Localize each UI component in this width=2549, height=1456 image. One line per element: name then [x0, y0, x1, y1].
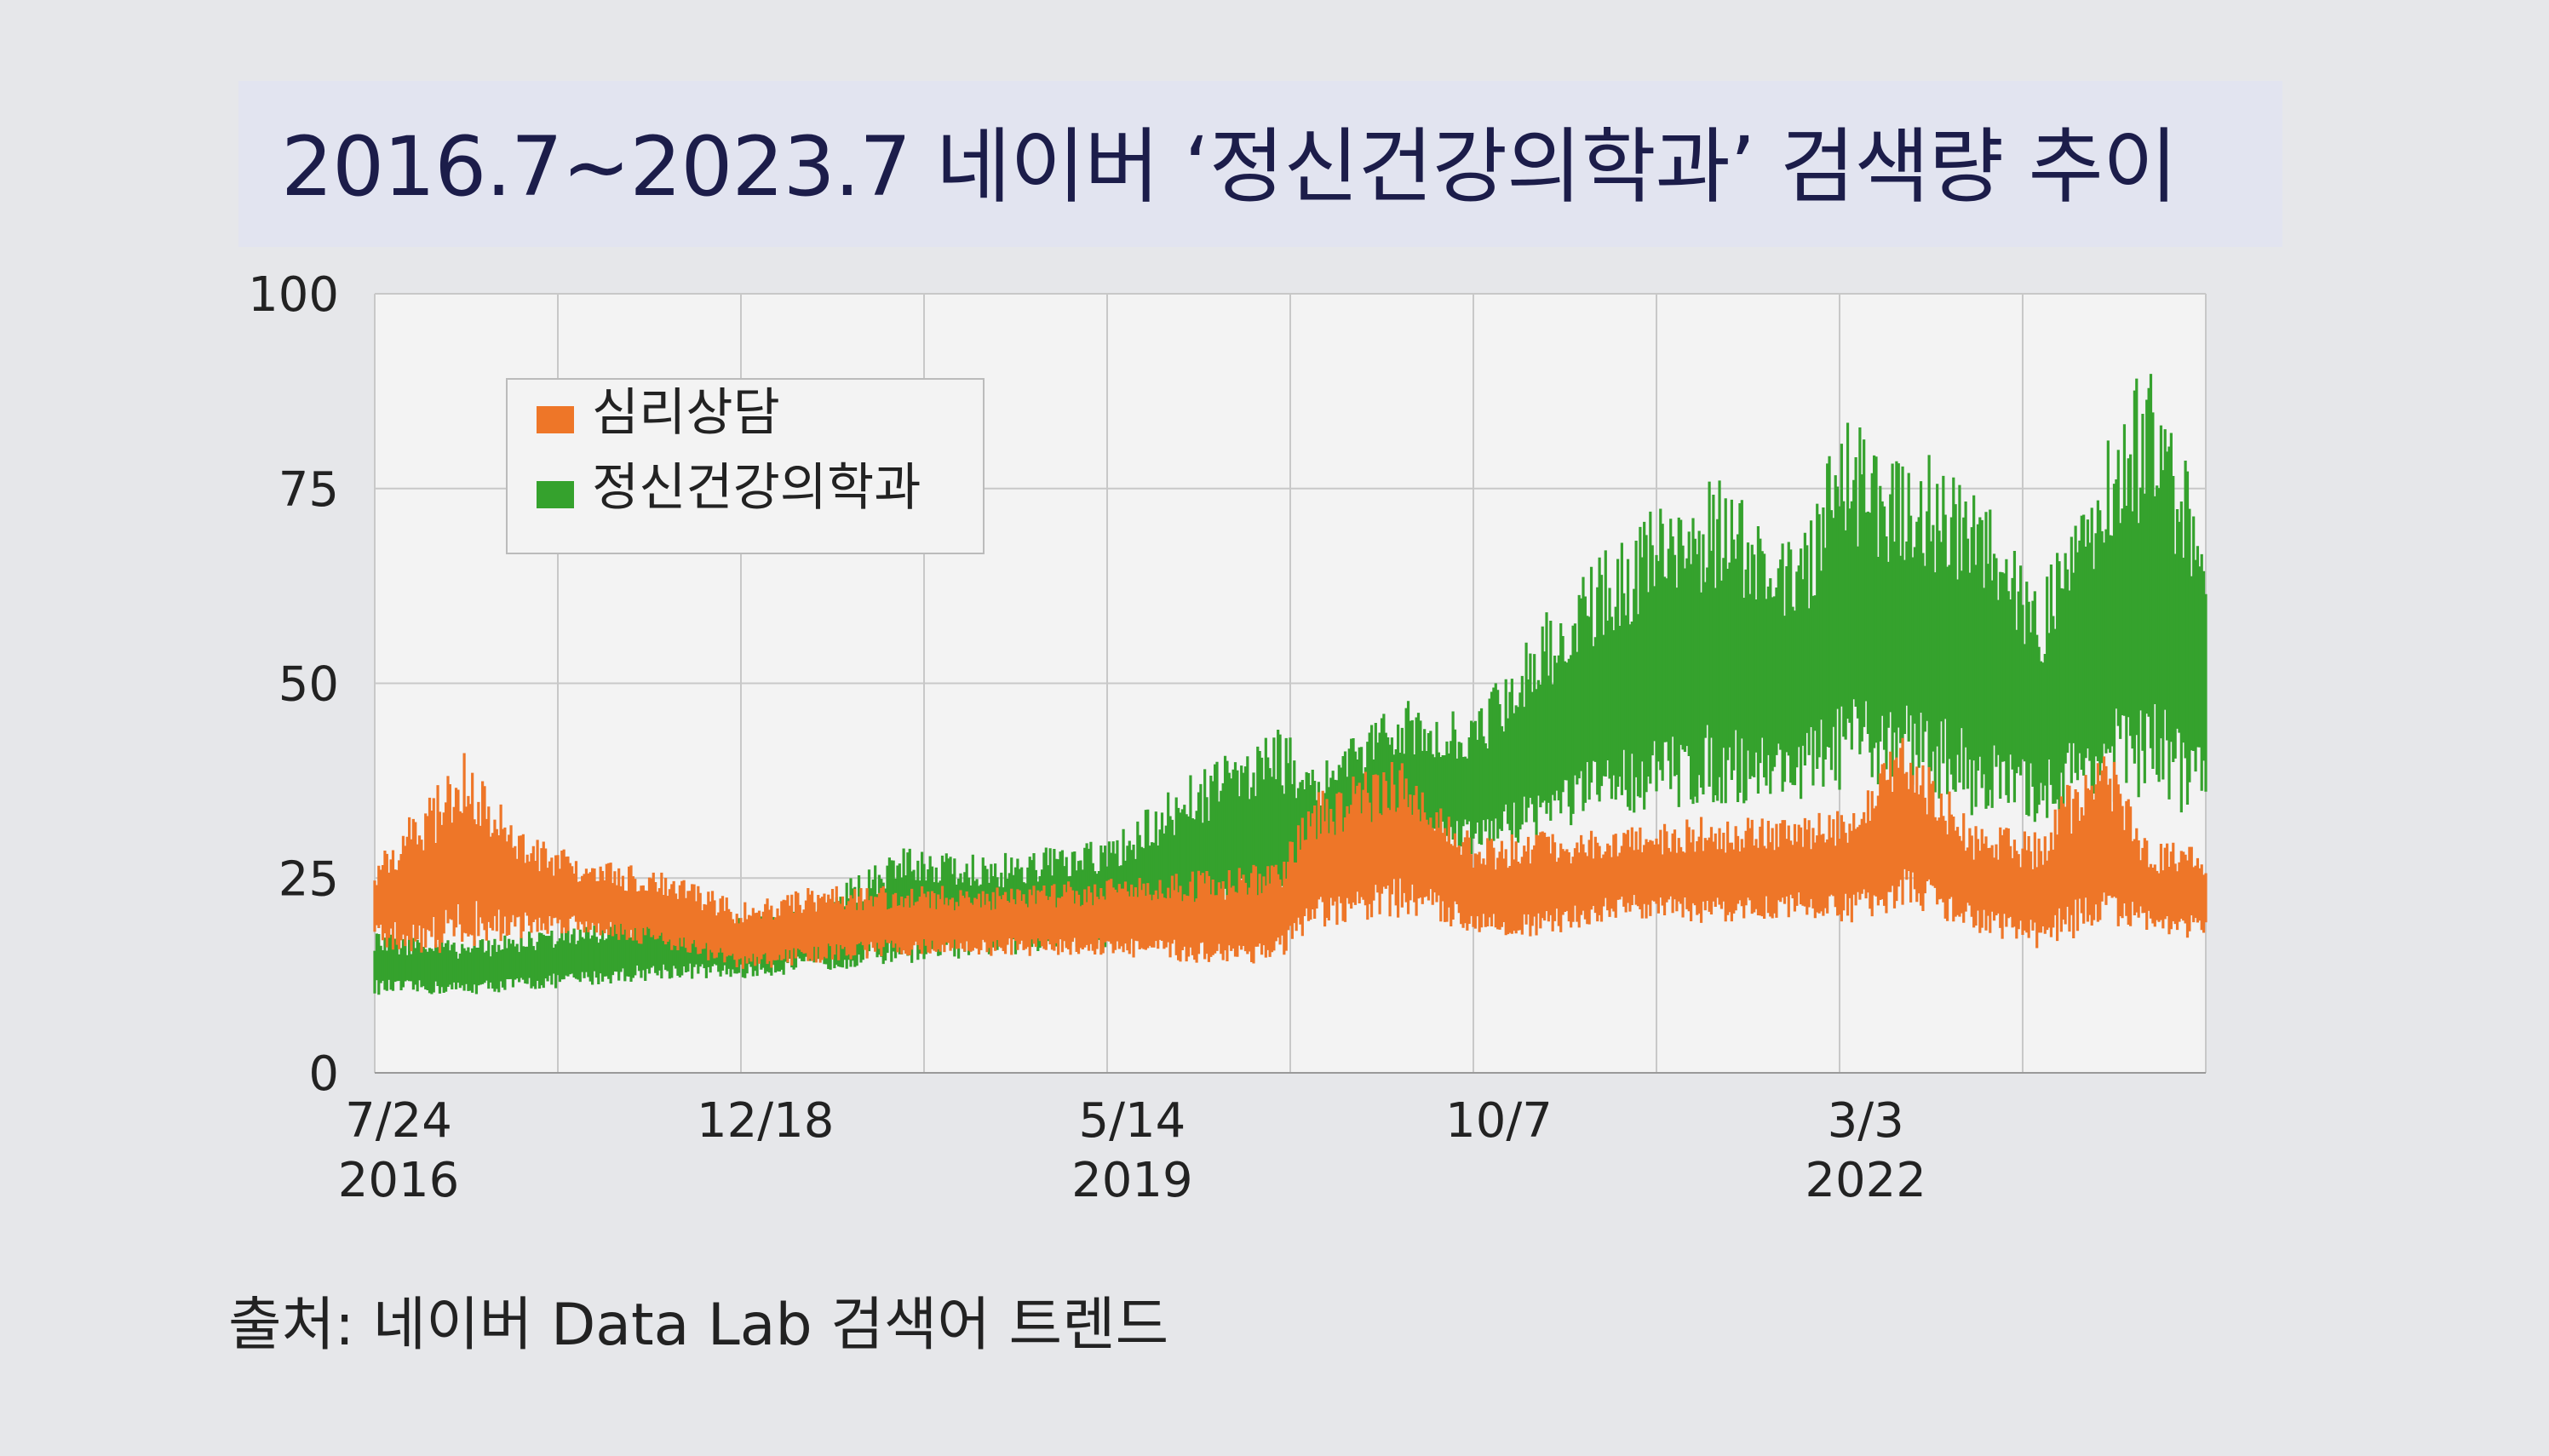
- chart-title: 2016.7~2023.7 네이버 ‘정신건강의학과’ 검색량 추이: [281, 119, 2178, 215]
- x-tick-year-label: 2016: [338, 1153, 460, 1208]
- legend-swatch: [537, 481, 574, 508]
- x-tick-label: 7/24: [345, 1093, 452, 1149]
- y-tick-label: 50: [278, 657, 339, 713]
- x-tick-label: 12/18: [697, 1093, 834, 1149]
- y-tick-label: 100: [248, 267, 339, 323]
- x-tick-label: 10/7: [1445, 1093, 1553, 1149]
- legend-label: 심리상담: [592, 383, 780, 443]
- y-tick-label: 25: [278, 851, 339, 907]
- x-tick-year-label: 2022: [1805, 1153, 1926, 1208]
- x-tick-label: 5/14: [1078, 1093, 1186, 1149]
- legend-label: 정신건강의학과: [592, 458, 921, 518]
- legend-box: [506, 378, 985, 554]
- title-band: [238, 81, 2282, 247]
- series-counseling: [373, 737, 2207, 969]
- source-note: 출처: 네이버 Data Lab 검색어 트렌드: [228, 1292, 1169, 1359]
- y-tick-label: 75: [278, 462, 339, 518]
- y-tick-label: 0: [308, 1046, 339, 1102]
- x-tick-year-label: 2019: [1071, 1153, 1193, 1208]
- legend-swatch: [537, 406, 574, 433]
- x-tick-label: 3/3: [1828, 1093, 1904, 1149]
